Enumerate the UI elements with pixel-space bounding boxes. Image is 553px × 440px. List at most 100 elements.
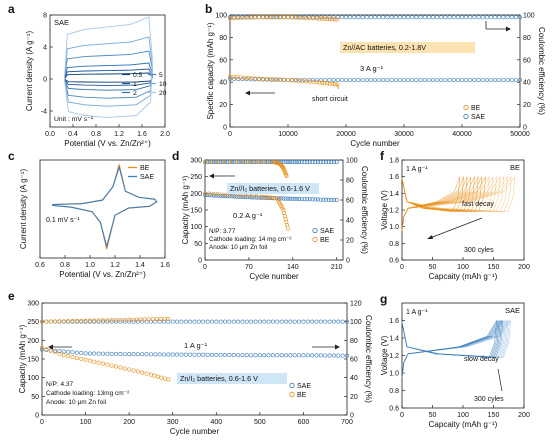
capacity-marker-e-be bbox=[66, 354, 71, 359]
capacity-marker-b-sae bbox=[439, 77, 444, 82]
ce-marker-e-sae bbox=[109, 319, 114, 324]
ce-marker-b-sae bbox=[381, 15, 386, 20]
ce-marker-e-be bbox=[127, 317, 132, 322]
panel-letter-e: e bbox=[8, 289, 15, 303]
panel-b-rate: 3 A g⁻¹ bbox=[360, 64, 384, 73]
legend-c-label: BE bbox=[140, 165, 150, 172]
panel-e-note: Anode: 10 μm Zn foil bbox=[46, 399, 107, 406]
x-tick-label-b: 0 bbox=[228, 131, 232, 138]
capacity-marker-e-sae bbox=[270, 353, 275, 358]
capacity-marker-d-be bbox=[277, 200, 282, 205]
ce-marker-e-be bbox=[109, 318, 114, 323]
capacity-marker-e-sae bbox=[114, 351, 119, 356]
capacity-marker-e-sae bbox=[188, 352, 193, 357]
ce-marker-e-be bbox=[53, 319, 58, 324]
ce-marker-e-sae bbox=[214, 319, 219, 324]
capacity-marker-b-be bbox=[322, 81, 327, 86]
capacity-marker-b-sae bbox=[310, 77, 315, 82]
y-tick-label-d: 250 bbox=[190, 174, 202, 181]
capacity-marker-b-sae bbox=[348, 77, 353, 82]
ce-marker-b-be bbox=[335, 17, 340, 22]
ce-marker-b-sae bbox=[401, 15, 406, 20]
y-axis-right-label-d: Coulombic efficiency (%) bbox=[360, 166, 369, 254]
ce-marker-e-sae bbox=[336, 319, 341, 324]
ce-marker-e-sae bbox=[131, 319, 136, 324]
ce-marker-b-sae bbox=[501, 15, 506, 20]
x-tick-label-d: 210 bbox=[331, 264, 343, 271]
capacity-marker-b-sae bbox=[360, 77, 365, 82]
ce-marker-e-sae bbox=[140, 319, 145, 324]
y-axis-label-g: Voltage (V) bbox=[380, 335, 389, 375]
ce-marker-d-sae bbox=[214, 160, 219, 165]
ce-marker-d-sae bbox=[232, 160, 237, 165]
y-tick-label-e: 150 bbox=[27, 357, 39, 364]
x-tick-label-b: 20000 bbox=[336, 131, 356, 138]
arrow-head-left-e bbox=[48, 344, 53, 350]
capacity-marker-b-sae bbox=[339, 77, 344, 82]
ce-marker-e-sae bbox=[183, 319, 188, 324]
legend-d-sae: SAE bbox=[320, 228, 334, 235]
ce-marker-e-sae bbox=[218, 319, 223, 324]
ce-marker-d-sae bbox=[205, 160, 210, 165]
capacity-marker-b-sae bbox=[430, 77, 435, 82]
capacity-marker-e-sae bbox=[83, 351, 88, 356]
capacity-marker-b-sae bbox=[331, 77, 336, 82]
ce-marker-d-sae bbox=[292, 160, 297, 165]
panel-b-annotation: short circuit bbox=[312, 96, 348, 103]
y-tick-label-g: 0.6 bbox=[389, 406, 399, 413]
capacity-marker-e-sae bbox=[148, 352, 153, 357]
capacity-marker-d-sae bbox=[329, 197, 334, 202]
ce-marker-b-sae bbox=[397, 15, 402, 20]
ce-marker-d-be bbox=[266, 160, 271, 165]
ce-marker-b-sae bbox=[298, 15, 303, 20]
legend-a-label: 0.5 bbox=[133, 72, 143, 79]
ce-marker-b-be bbox=[325, 16, 330, 21]
capacity-marker-d-sae bbox=[334, 198, 339, 203]
ce-marker-d-sae bbox=[334, 160, 339, 165]
capacity-marker-d-sae bbox=[326, 197, 331, 202]
legend-b-be-marker bbox=[463, 104, 469, 111]
arrow-f bbox=[429, 217, 483, 239]
capacity-marker-b-sae bbox=[459, 77, 464, 82]
capacity-marker-d-sae bbox=[247, 195, 252, 200]
ce-marker-d-sae bbox=[283, 160, 288, 165]
x-tick-label-f: 0 bbox=[400, 264, 404, 271]
capacity-marker-e-sae bbox=[314, 353, 319, 358]
ce-marker-b-sae bbox=[493, 15, 498, 20]
ce-marker-d-be bbox=[256, 160, 261, 165]
ce-marker-d-be bbox=[280, 165, 285, 170]
capacity-marker-e-sae bbox=[61, 349, 66, 354]
y-tick-label-e: 200 bbox=[27, 338, 39, 345]
capacity-marker-b-sae bbox=[273, 77, 278, 82]
y-axis-label-b: Specific capacity (mAh g⁻¹) bbox=[206, 22, 215, 119]
capacity-marker-b-sae bbox=[472, 77, 477, 82]
y-tick-label-d: 150 bbox=[190, 208, 202, 215]
capacity-marker-b-sae bbox=[501, 77, 506, 82]
ce-marker-d-sae bbox=[236, 160, 241, 165]
ce-marker-d-sae bbox=[326, 160, 331, 165]
ce-marker-e-sae bbox=[279, 319, 284, 324]
x-tick-label-a: 0.4 bbox=[68, 131, 78, 138]
capacity-marker-e-be bbox=[44, 347, 49, 352]
y-tick-label-f: 1.2 bbox=[389, 208, 399, 215]
y-tick-label-f: 1.8 bbox=[389, 158, 399, 165]
charge-curve-g bbox=[401, 320, 497, 378]
ce-marker-b-sae bbox=[447, 15, 452, 20]
capacity-marker-e-sae bbox=[87, 351, 92, 356]
ce-marker-d-sae bbox=[307, 160, 312, 165]
capacity-marker-e-sae bbox=[301, 353, 306, 358]
legend-b-sae-marker bbox=[463, 113, 469, 120]
capacity-marker-d-sae bbox=[305, 197, 310, 202]
capacity-marker-e-be bbox=[74, 355, 79, 360]
legend-a-label: 20 bbox=[159, 90, 167, 97]
capacity-marker-e-sae bbox=[205, 352, 210, 357]
ce-marker-e-sae bbox=[257, 319, 262, 324]
y-tick-label-f: 0.8 bbox=[389, 241, 399, 248]
capacity-marker-e-sae bbox=[223, 352, 228, 357]
capacity-marker-d-be bbox=[254, 194, 259, 199]
capacity-marker-e-sae bbox=[192, 352, 197, 357]
capacity-marker-d-sae bbox=[281, 196, 286, 201]
ce-marker-b-sae bbox=[517, 15, 522, 20]
ce-marker-e-be bbox=[48, 319, 53, 324]
ce-marker-e-sae bbox=[175, 319, 180, 324]
